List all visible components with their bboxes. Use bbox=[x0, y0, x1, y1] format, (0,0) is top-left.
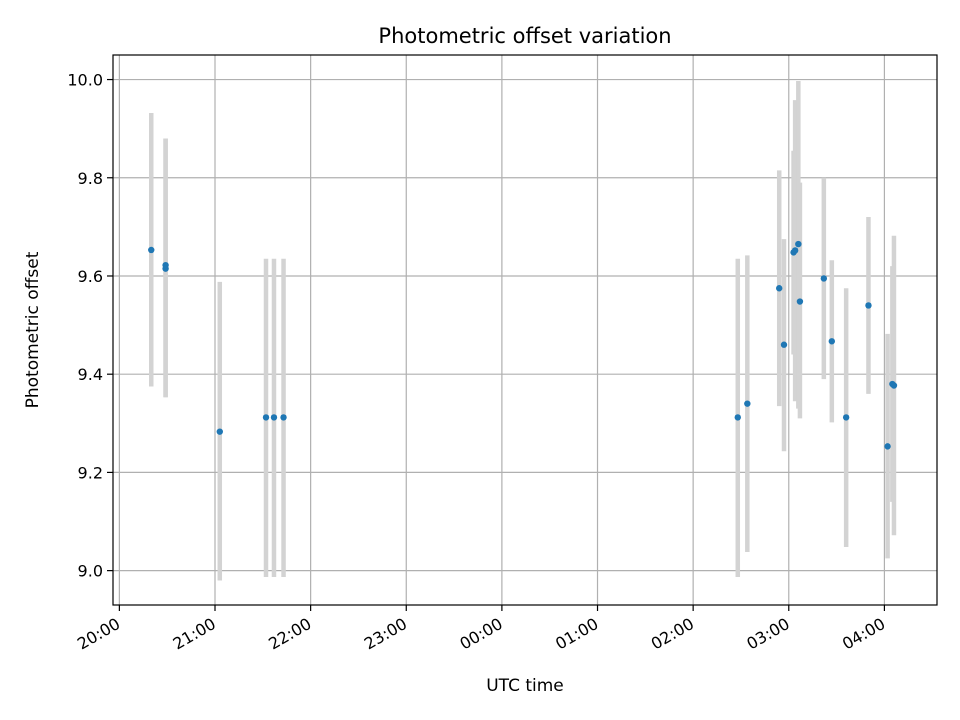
y-axis-ticks: 9.0 9.2 9.4 9.6 9.8 10.0 bbox=[67, 71, 113, 581]
data-point bbox=[162, 265, 169, 272]
x-tick-label: 01:00 bbox=[552, 614, 601, 654]
data-point bbox=[820, 275, 828, 282]
y-tick-label: 10.0 bbox=[67, 71, 103, 90]
x-tick-label: 23:00 bbox=[361, 614, 410, 654]
x-tick-label: 04:00 bbox=[839, 614, 888, 654]
data-point bbox=[776, 285, 783, 292]
data-point bbox=[216, 428, 223, 435]
y-axis-label: Photometric offset bbox=[23, 251, 43, 408]
data-point bbox=[795, 240, 802, 248]
y-tick-label: 9.0 bbox=[78, 562, 103, 581]
y-tick-label: 9.6 bbox=[78, 267, 103, 286]
data-point bbox=[796, 298, 804, 305]
y-tick-label: 9.8 bbox=[78, 169, 103, 188]
error-bars bbox=[149, 81, 897, 581]
data-point bbox=[744, 400, 751, 407]
data-point bbox=[791, 247, 799, 254]
data-point bbox=[280, 414, 287, 421]
x-axis-ticks: 20:00 21:00 22:00 23:00 00:00 01:00 02:00 03:00… bbox=[74, 605, 888, 654]
plot-frame bbox=[112, 54, 938, 606]
data-point bbox=[270, 414, 278, 421]
y-tick-label: 9.2 bbox=[78, 463, 103, 482]
x-tick-label: 02:00 bbox=[648, 614, 697, 654]
data-point bbox=[865, 302, 872, 309]
data-points bbox=[148, 240, 898, 450]
x-tick-label: 21:00 bbox=[170, 614, 219, 654]
data-point bbox=[262, 414, 270, 421]
data-point bbox=[780, 341, 788, 348]
x-tick-label: 00:00 bbox=[456, 614, 505, 654]
data-point bbox=[148, 246, 155, 254]
x-tick-label: 22:00 bbox=[265, 614, 314, 654]
chart-title: Photometric offset variation bbox=[378, 24, 671, 48]
x-tick-label: 03:00 bbox=[743, 614, 792, 654]
y-tick-label: 9.4 bbox=[78, 365, 103, 384]
data-point bbox=[842, 414, 850, 421]
data-point bbox=[734, 414, 741, 421]
data-point bbox=[828, 338, 836, 345]
x-axis-label: UTC time bbox=[486, 676, 564, 696]
data-point bbox=[890, 382, 898, 389]
grid-lines bbox=[113, 55, 937, 605]
x-tick-label: 20:00 bbox=[74, 614, 123, 654]
data-point bbox=[884, 443, 891, 450]
